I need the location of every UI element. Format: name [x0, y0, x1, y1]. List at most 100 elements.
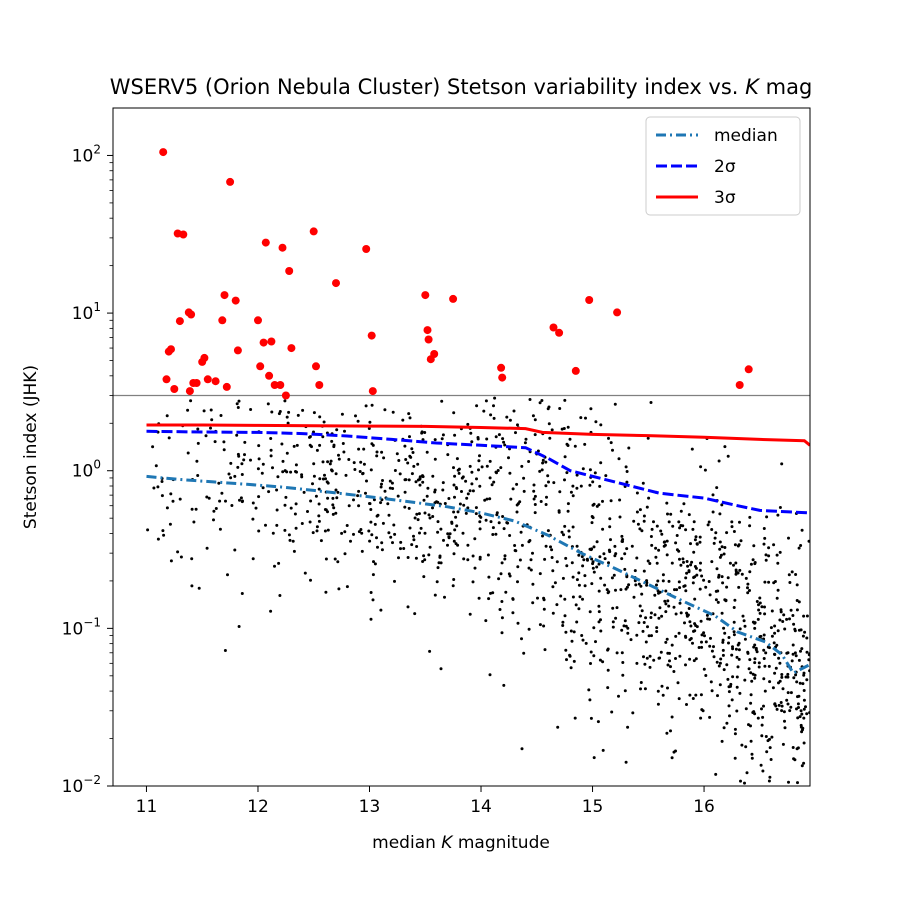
variable-star-point — [276, 381, 285, 389]
star-point — [793, 627, 797, 631]
star-point — [802, 671, 806, 675]
star-point — [749, 693, 753, 697]
star-point — [566, 425, 570, 429]
star-point — [311, 482, 314, 486]
star-point — [645, 581, 649, 585]
star-point — [658, 606, 662, 610]
variable-star-point — [261, 238, 270, 247]
star-point — [413, 612, 417, 616]
star-point — [559, 594, 563, 598]
star-point — [649, 401, 653, 404]
star-point — [693, 565, 697, 568]
star-point — [677, 631, 681, 635]
star-point — [402, 547, 406, 550]
star-point — [802, 761, 806, 765]
star-point — [708, 715, 712, 719]
star-point — [236, 465, 240, 469]
star-point — [533, 418, 537, 422]
star-point — [527, 627, 531, 631]
variable-star-point — [424, 335, 433, 344]
star-point — [558, 407, 562, 410]
star-point — [752, 544, 756, 548]
star-point — [765, 750, 769, 754]
star-point — [764, 553, 768, 557]
star-point — [642, 514, 646, 518]
star-point — [337, 457, 341, 461]
star-point — [756, 716, 760, 720]
star-point — [588, 698, 592, 702]
star-point — [213, 440, 217, 444]
star-point — [601, 527, 605, 531]
star-point — [349, 539, 352, 543]
star-point — [606, 591, 610, 595]
star-point — [370, 403, 374, 407]
series-line-2sigma — [146, 429, 810, 515]
star-point — [592, 654, 596, 658]
star-point — [168, 522, 172, 526]
star-point — [627, 446, 631, 450]
star-point — [770, 735, 774, 739]
star-point — [485, 437, 489, 441]
star-point — [550, 548, 554, 552]
star-point — [436, 530, 440, 534]
star-point — [261, 486, 265, 490]
star-point — [768, 680, 772, 684]
star-point — [786, 672, 790, 676]
star-point — [326, 496, 330, 500]
star-point — [275, 523, 279, 527]
star-point — [778, 550, 782, 554]
star-point — [454, 515, 458, 519]
star-point — [254, 506, 258, 510]
star-point — [641, 481, 645, 485]
star-point — [762, 704, 765, 708]
star-point — [730, 698, 734, 702]
star-point — [789, 691, 793, 695]
star-point — [697, 646, 701, 649]
star-point — [799, 709, 803, 713]
star-point — [546, 474, 550, 478]
star-point — [410, 472, 414, 476]
star-point — [802, 673, 806, 677]
series-line-median — [146, 474, 810, 676]
star-point — [315, 529, 319, 533]
star-point — [661, 573, 665, 577]
star-point — [552, 481, 556, 485]
star-point — [368, 502, 372, 506]
star-point — [406, 556, 410, 559]
star-point — [353, 468, 357, 471]
star-point — [196, 474, 200, 477]
star-point — [646, 625, 649, 629]
star-point — [609, 538, 612, 542]
star-point — [212, 518, 215, 522]
star-point — [190, 557, 194, 561]
star-point — [447, 536, 451, 540]
star-point — [482, 409, 486, 413]
star-point — [788, 581, 792, 584]
star-point — [251, 501, 255, 505]
star-point — [323, 473, 326, 477]
star-point — [300, 475, 304, 479]
star-point — [720, 739, 724, 743]
star-point — [757, 665, 761, 669]
star-point — [702, 631, 706, 635]
star-point — [500, 561, 504, 565]
star-point — [666, 599, 670, 603]
variable-star-point — [312, 362, 320, 371]
star-point — [776, 561, 780, 565]
star-point — [665, 731, 669, 735]
star-point — [668, 659, 671, 663]
star-point — [795, 608, 799, 612]
star-point — [574, 603, 578, 607]
star-point — [802, 614, 806, 618]
star-point — [775, 707, 779, 711]
star-point — [369, 468, 373, 472]
star-point — [553, 581, 557, 585]
star-point — [601, 748, 605, 752]
star-point — [765, 515, 769, 519]
star-point — [210, 418, 214, 422]
star-point — [762, 657, 766, 660]
star-point — [398, 472, 402, 476]
star-point — [565, 471, 569, 475]
star-point — [375, 514, 379, 518]
